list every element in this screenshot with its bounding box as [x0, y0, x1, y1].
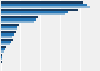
Bar	[0, 48, 5, 50]
Bar	[0, 6, 90, 8]
Bar	[0, 16, 38, 18]
Bar	[0, 65, 1, 67]
Bar	[0, 9, 78, 11]
Bar	[0, 26, 18, 28]
Bar	[0, 1, 84, 4]
Bar	[0, 36, 12, 38]
Bar	[0, 39, 13, 41]
Bar	[0, 18, 36, 21]
Bar	[0, 43, 10, 45]
Bar	[0, 61, 2, 63]
Bar	[0, 41, 11, 43]
Bar	[0, 46, 6, 48]
Bar	[0, 28, 16, 30]
Bar	[0, 11, 68, 13]
Bar	[0, 21, 34, 23]
Bar	[0, 58, 2, 60]
Bar	[0, 54, 2, 56]
Bar	[0, 24, 19, 26]
Bar	[0, 50, 4, 53]
Bar	[0, 13, 65, 15]
Bar	[0, 31, 16, 33]
Bar	[0, 63, 1, 65]
Bar	[0, 4, 87, 6]
Bar	[0, 56, 2, 58]
Bar	[0, 33, 14, 36]
